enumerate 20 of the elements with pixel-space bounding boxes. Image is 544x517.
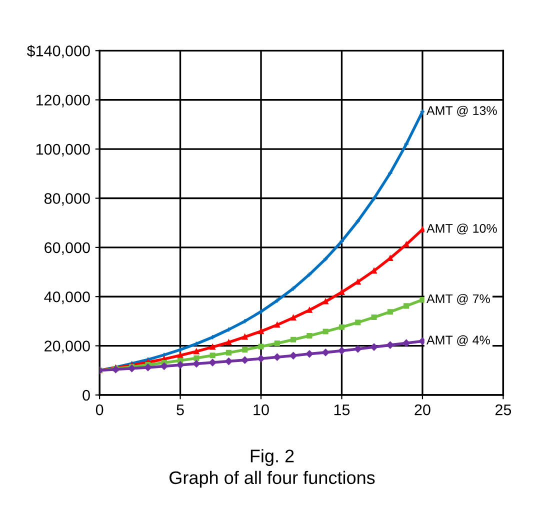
series-label: AMT @ 4% — [426, 335, 490, 346]
y-tick-label: 60,000 — [44, 242, 90, 255]
x-tick-label: 15 — [334, 404, 350, 416]
x-tick-label: 25 — [495, 404, 512, 416]
caption: Fig. 2 — [250, 449, 294, 466]
x-tick-label: 20 — [414, 404, 430, 416]
y-tick-label: 80,000 — [44, 193, 90, 206]
y-tick-label: 20,000 — [44, 340, 90, 354]
x-tick-label: 5 — [176, 404, 184, 416]
text: Graph of all four functions — [170, 470, 375, 488]
series-label: AMT @ 13% — [426, 106, 497, 117]
series-label: AMT @ 7% — [426, 294, 490, 305]
y-tick-label: 40,000 — [44, 291, 90, 304]
y-tick-label: 120,000 — [36, 94, 90, 108]
series-label: AMT @ 10% — [426, 224, 497, 234]
y-tick-label: $140,000 — [26, 44, 90, 58]
x-tick-label: 0 — [96, 404, 104, 416]
y-tick-label: 100,000 — [36, 144, 90, 157]
x-tick-label: 10 — [254, 404, 269, 416]
y-tick-label: 0 — [82, 390, 90, 401]
